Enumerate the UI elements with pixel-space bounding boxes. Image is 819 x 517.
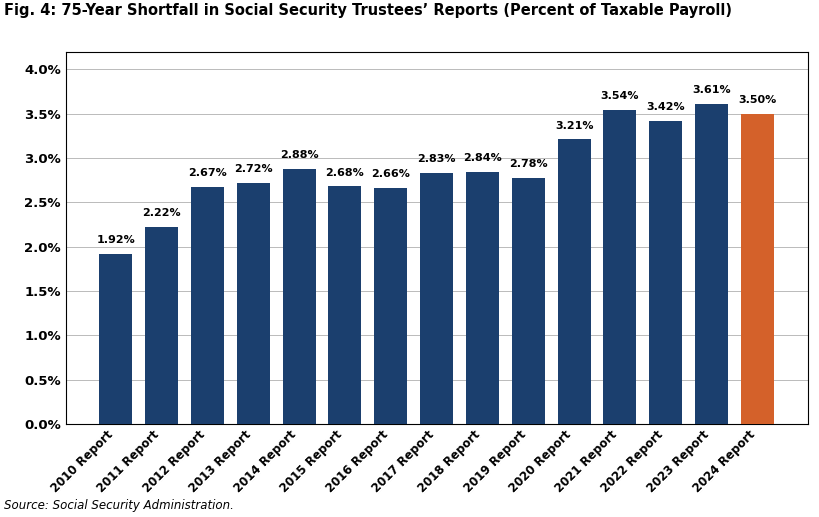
Text: 2.83%: 2.83% <box>417 154 455 164</box>
Text: 2.72%: 2.72% <box>233 164 272 174</box>
Bar <box>237 183 269 424</box>
Text: 2.22%: 2.22% <box>143 208 181 218</box>
Text: 2.78%: 2.78% <box>509 159 547 169</box>
Text: 3.54%: 3.54% <box>600 92 639 101</box>
Text: 3.21%: 3.21% <box>554 120 593 131</box>
Bar <box>695 104 727 424</box>
Bar <box>557 140 590 424</box>
Bar <box>649 121 681 424</box>
Text: 3.42%: 3.42% <box>645 102 685 112</box>
Bar <box>373 188 407 424</box>
Text: 2.88%: 2.88% <box>279 150 318 160</box>
Bar <box>99 254 132 424</box>
Text: 3.50%: 3.50% <box>737 95 776 105</box>
Bar <box>283 169 315 424</box>
Bar <box>465 172 499 424</box>
Text: 1.92%: 1.92% <box>97 235 135 245</box>
Text: 2.67%: 2.67% <box>188 169 227 178</box>
Bar <box>145 227 178 424</box>
Text: Fig. 4: 75-Year Shortfall in Social Security Trustees’ Reports (Percent of Taxab: Fig. 4: 75-Year Shortfall in Social Secu… <box>4 3 731 18</box>
Bar <box>511 177 544 424</box>
Bar <box>603 110 636 424</box>
Text: 2.68%: 2.68% <box>325 168 364 177</box>
Bar <box>328 187 361 424</box>
Bar <box>191 187 224 424</box>
Bar <box>740 114 773 424</box>
Text: 2.66%: 2.66% <box>371 170 410 179</box>
Bar <box>419 173 453 424</box>
Text: Source: Social Security Administration.: Source: Social Security Administration. <box>4 499 233 512</box>
Text: 2.84%: 2.84% <box>463 154 501 163</box>
Text: 3.61%: 3.61% <box>691 85 730 95</box>
